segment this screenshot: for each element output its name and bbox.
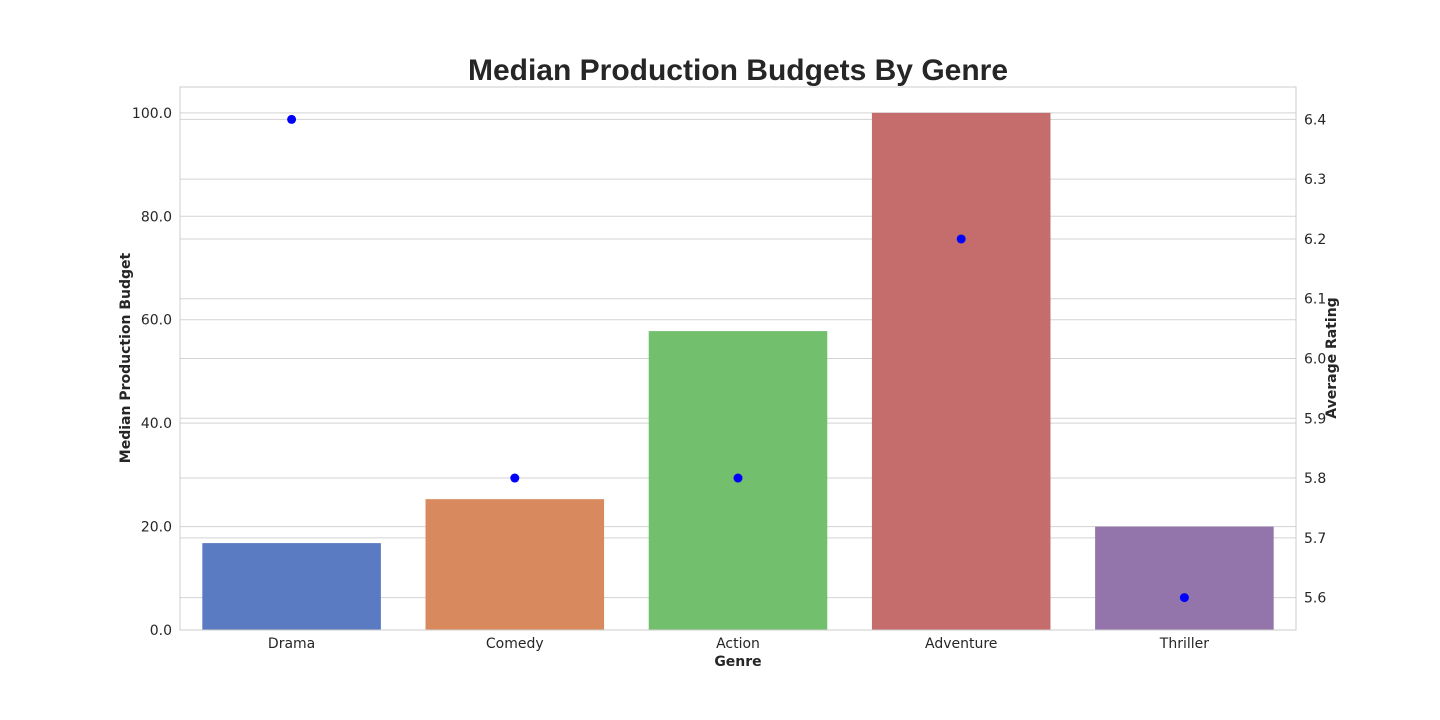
left-tick-label: 20.0 — [141, 520, 172, 536]
x-tick-label: Drama — [268, 636, 315, 652]
rating-point-comedy — [510, 473, 520, 483]
right-tick-label: 6.0 — [1304, 352, 1326, 368]
right-tick-label: 5.6 — [1304, 591, 1326, 607]
x-axis-label: Genre — [714, 654, 761, 670]
rating-point-drama — [287, 114, 297, 124]
x-tick-label: Thriller — [1159, 636, 1209, 652]
right-tick-label: 6.4 — [1304, 112, 1326, 128]
bar-comedy — [425, 499, 605, 630]
right-tick-label: 5.8 — [1304, 471, 1326, 487]
right-axis-ticks: 5.6 5.7 5.8 5.9 6.0 6.1 6.2 6.3 6.4 — [1304, 112, 1326, 606]
bar-thriller — [1095, 526, 1274, 630]
left-tick-label: 40.0 — [141, 416, 172, 432]
bar-adventure — [871, 112, 1051, 631]
rating-point-adventure — [956, 234, 966, 244]
bar-drama — [202, 543, 381, 630]
x-tick-label: Comedy — [486, 636, 544, 652]
left-tick-label: 0.0 — [150, 623, 172, 639]
y-axis-label: Median Production Budget — [118, 252, 134, 463]
rating-point-action — [733, 473, 743, 483]
left-tick-label: 60.0 — [141, 313, 172, 329]
right-tick-label: 5.7 — [1304, 531, 1326, 547]
right-tick-label: 5.9 — [1304, 411, 1326, 427]
point-layer — [287, 114, 1189, 603]
chart-title: Median Production Budgets By Genre — [468, 54, 1008, 87]
rating-point-thriller — [1179, 593, 1189, 603]
right-tick-label: 6.1 — [1304, 292, 1326, 308]
plot-frame — [179, 86, 1297, 631]
x-tick-label: Adventure — [925, 636, 997, 652]
bar-layer — [202, 112, 1274, 631]
right-tick-label: 6.3 — [1304, 172, 1326, 188]
left-tick-label: 100.0 — [132, 106, 172, 122]
left-tick-label: 80.0 — [141, 209, 172, 225]
y2-axis-label: Average Rating — [1324, 297, 1340, 418]
left-axis-ticks: 0.0 20.0 40.0 60.0 80.0 100.0 — [132, 106, 172, 639]
x-tick-label: Action — [716, 636, 760, 652]
x-axis-ticks: Drama Comedy Action Adventure Thriller — [268, 636, 1209, 652]
right-tick-label: 6.2 — [1304, 232, 1326, 248]
